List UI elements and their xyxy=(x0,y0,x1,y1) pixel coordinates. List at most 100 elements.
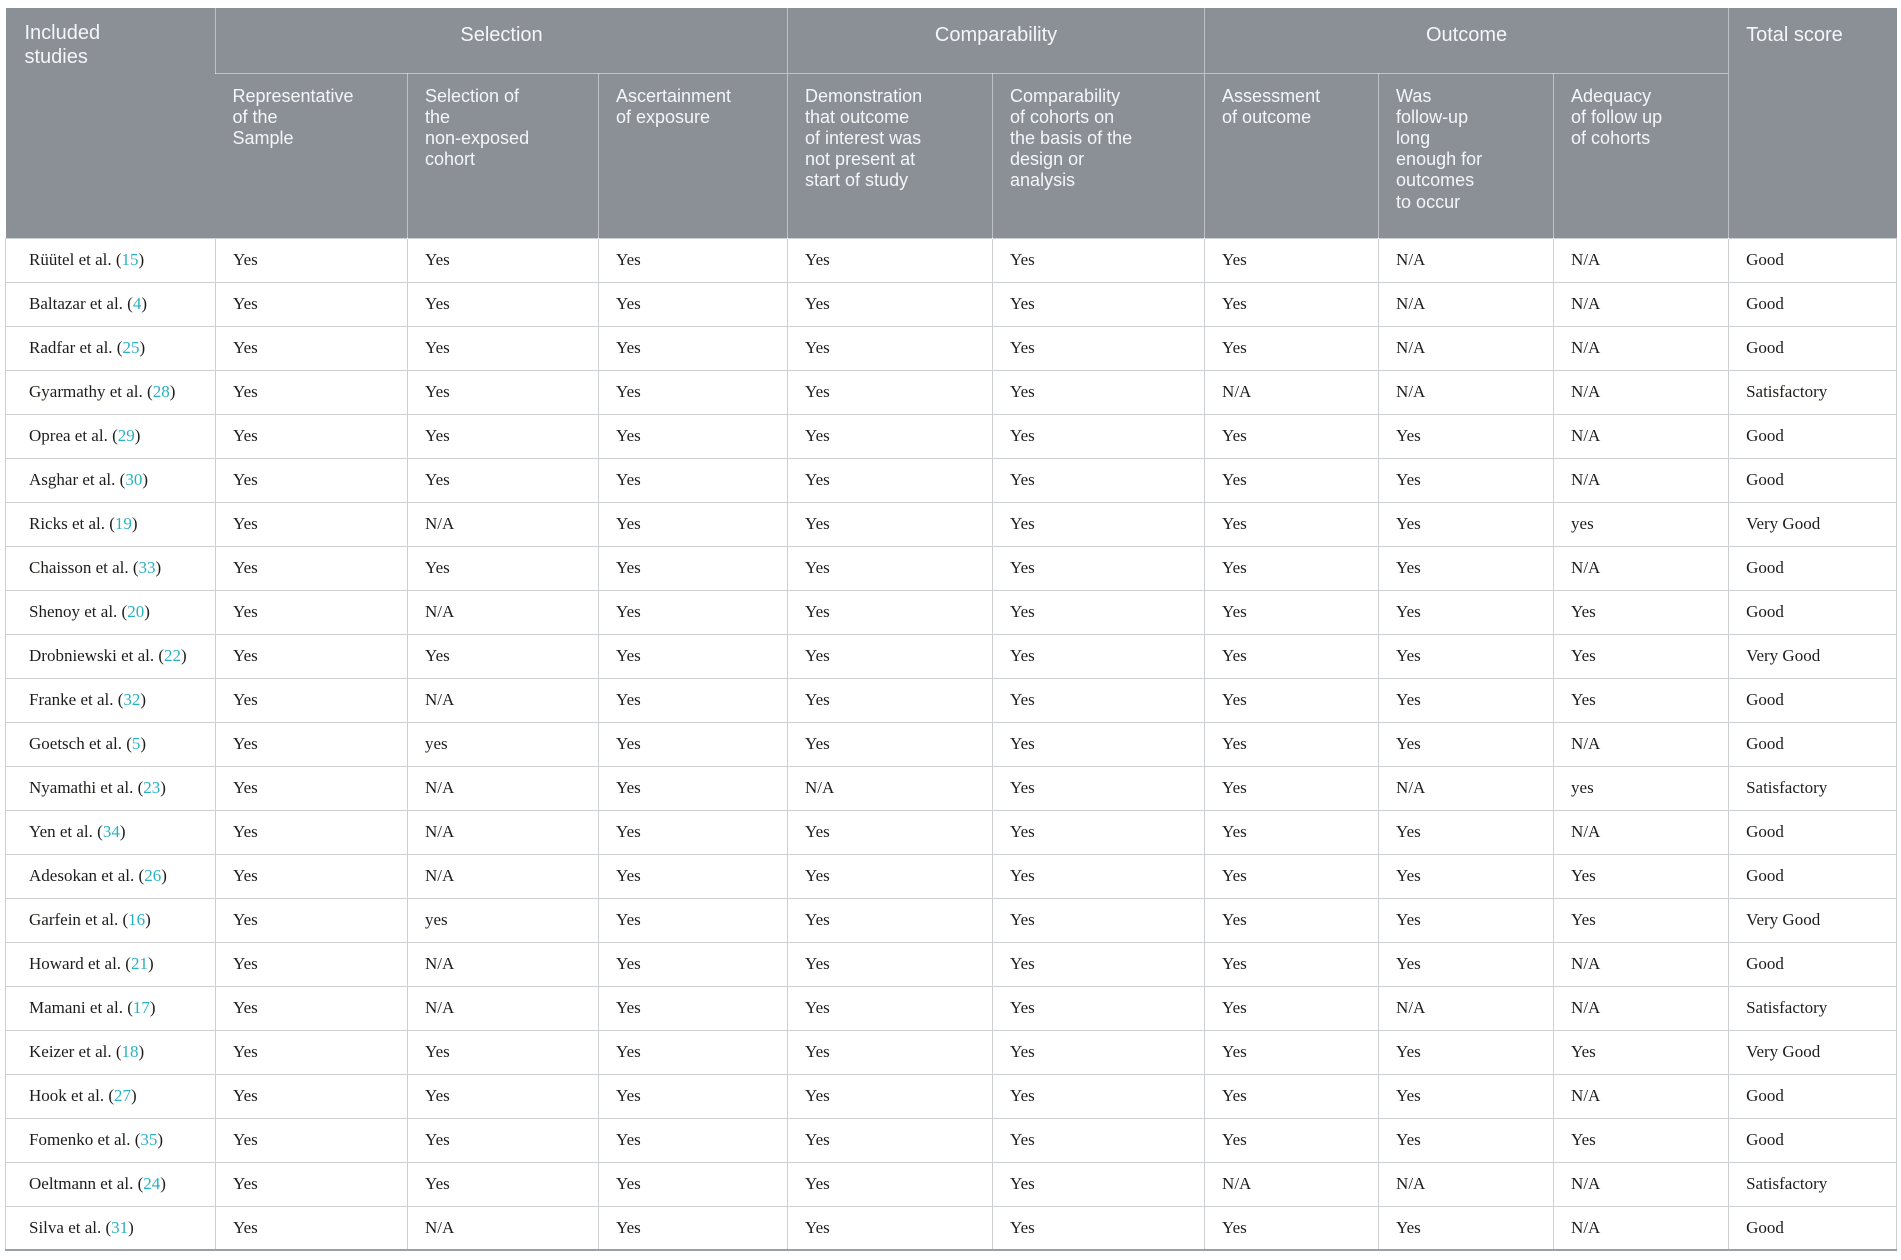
value-cell: Yes xyxy=(1378,897,1555,943)
value-cell: Yes xyxy=(1204,413,1380,459)
citation-ref[interactable]: 19 xyxy=(114,514,132,534)
table-row: Baltazar et al. (4) Yes Yes Yes Yes Yes … xyxy=(5,281,1898,327)
value-cell: Yes xyxy=(1378,1073,1555,1119)
table-row: Shenoy et al. (20) Yes N/A Yes Yes Yes Y… xyxy=(5,589,1898,635)
citation-ref[interactable]: 35 xyxy=(140,1130,158,1150)
value-cell: Yes xyxy=(407,545,599,591)
value-cell: Yes xyxy=(215,1029,408,1075)
close-paren: ) xyxy=(141,294,147,314)
study-cell: Adesokan et al. (26) xyxy=(5,853,216,899)
citation-ref[interactable]: 25 xyxy=(122,338,140,358)
citation-ref[interactable]: 30 xyxy=(125,470,143,490)
value-cell: Yes xyxy=(597,501,789,547)
total-score-cell: Satisfactory xyxy=(1728,985,1898,1031)
citation-ref[interactable]: 4 xyxy=(132,294,142,314)
citation-ref[interactable]: 22 xyxy=(164,646,182,666)
value-cell: Yes xyxy=(992,1205,1206,1251)
total-score-cell: Satisfactory xyxy=(1728,765,1898,811)
value-cell: Yes xyxy=(215,721,408,767)
value-cell: N/A xyxy=(407,765,599,811)
value-cell: Yes xyxy=(1553,853,1730,899)
value-cell: Yes xyxy=(597,765,789,811)
value-cell: Yes xyxy=(597,897,789,943)
citation-ref[interactable]: 20 xyxy=(127,602,145,622)
citation-ref[interactable]: 17 xyxy=(132,998,150,1018)
table-row: Chaisson et al. (33) Yes Yes Yes Yes Yes… xyxy=(5,545,1898,591)
study-name: Garfein et al. ( xyxy=(29,910,129,930)
citation-ref[interactable]: 24 xyxy=(143,1174,161,1194)
table-row: Goetsch et al. (5) Yes yes Yes Yes Yes Y… xyxy=(5,721,1898,767)
value-cell: Yes xyxy=(787,633,994,679)
value-cell: Yes xyxy=(597,809,789,855)
value-cell: N/A xyxy=(1204,1161,1380,1207)
value-cell: Yes xyxy=(1378,457,1555,503)
table-row: Adesokan et al. (26) Yes N/A Yes Yes Yes… xyxy=(5,853,1898,899)
value-cell: Yes xyxy=(787,1029,994,1075)
col-header-comparability-cohorts: Comparability of cohorts on the basis of… xyxy=(992,73,1205,238)
citation-ref[interactable]: 31 xyxy=(111,1218,129,1238)
total-score-cell: Good xyxy=(1728,1117,1898,1163)
value-cell: Yes xyxy=(787,325,994,371)
citation-ref[interactable]: 34 xyxy=(102,822,120,842)
citation-ref[interactable]: 28 xyxy=(152,382,170,402)
value-cell: Yes xyxy=(787,941,994,987)
citation-ref[interactable]: 27 xyxy=(113,1086,131,1106)
value-cell: Yes xyxy=(407,413,599,459)
table-row: Oprea et al. (29) Yes Yes Yes Yes Yes Ye… xyxy=(5,413,1898,459)
citation-ref[interactable]: 26 xyxy=(144,866,162,886)
value-cell: Yes xyxy=(992,677,1206,723)
value-cell: Yes xyxy=(1378,501,1555,547)
value-cell: Yes xyxy=(215,545,408,591)
value-cell: Yes xyxy=(992,809,1206,855)
total-score-cell: Good xyxy=(1728,721,1898,767)
study-name: Keizer et al. ( xyxy=(29,1042,122,1062)
value-cell: Yes xyxy=(1204,897,1380,943)
col-header-followup-long-enough: Was follow-up long enough for outcomes t… xyxy=(1378,73,1554,238)
close-paren: ) xyxy=(119,822,126,842)
citation-ref[interactable]: 16 xyxy=(128,910,146,930)
value-cell: N/A xyxy=(1553,1161,1730,1207)
close-paren: ) xyxy=(131,514,138,534)
study-name: Chaisson et al. ( xyxy=(29,558,139,578)
value-cell: Yes xyxy=(597,853,789,899)
total-score-cell: Good xyxy=(1728,809,1898,855)
value-cell: Yes xyxy=(215,765,408,811)
value-cell: N/A xyxy=(1553,369,1730,415)
total-score-cell: Good xyxy=(1728,457,1898,503)
table-row: Oeltmann et al. (24) Yes Yes Yes Yes Yes… xyxy=(5,1161,1898,1207)
value-cell: Yes xyxy=(787,413,994,459)
citation-ref[interactable]: 15 xyxy=(121,250,139,270)
study-name: Gyarmathy et al. ( xyxy=(29,382,153,402)
value-cell: Yes xyxy=(1204,1029,1380,1075)
study-cell: Keizer et al. (18) xyxy=(5,1029,216,1075)
table-row: Gyarmathy et al. (28) Yes Yes Yes Yes Ye… xyxy=(5,369,1898,415)
total-score-cell: Good xyxy=(1728,545,1898,591)
total-score-cell: Good xyxy=(1728,281,1898,327)
citation-ref[interactable]: 29 xyxy=(117,426,135,446)
study-cell: Goetsch et al. (5) xyxy=(5,721,216,767)
value-cell: Yes xyxy=(787,1117,994,1163)
study-name: Goetsch et al. ( xyxy=(29,734,132,754)
value-cell: Yes xyxy=(407,1161,599,1207)
sub-header-row: Representative of the Sample Selection o… xyxy=(6,73,1897,238)
value-cell: Yes xyxy=(787,721,994,767)
citation-ref[interactable]: 32 xyxy=(123,690,141,710)
citation-ref[interactable]: 5 xyxy=(131,734,141,754)
citation-ref[interactable]: 18 xyxy=(121,1042,139,1062)
citation-ref[interactable]: 23 xyxy=(143,778,161,798)
citation-ref[interactable]: 33 xyxy=(138,558,156,578)
value-cell: Yes xyxy=(597,633,789,679)
table-row: Nyamathi et al. (23) Yes N/A Yes N/A Yes… xyxy=(5,765,1898,811)
value-cell: Yes xyxy=(1204,501,1380,547)
value-cell: Yes xyxy=(1378,589,1555,635)
close-paren: ) xyxy=(138,1042,145,1062)
value-cell: Yes xyxy=(1204,985,1380,1031)
value-cell: Yes xyxy=(787,545,994,591)
value-cell: Yes xyxy=(1204,545,1380,591)
citation-ref[interactable]: 21 xyxy=(130,954,148,974)
study-name: Oeltmann et al. ( xyxy=(29,1174,144,1194)
close-paren: ) xyxy=(149,998,156,1018)
value-cell: Yes xyxy=(1204,677,1380,723)
value-cell: Yes xyxy=(992,369,1206,415)
